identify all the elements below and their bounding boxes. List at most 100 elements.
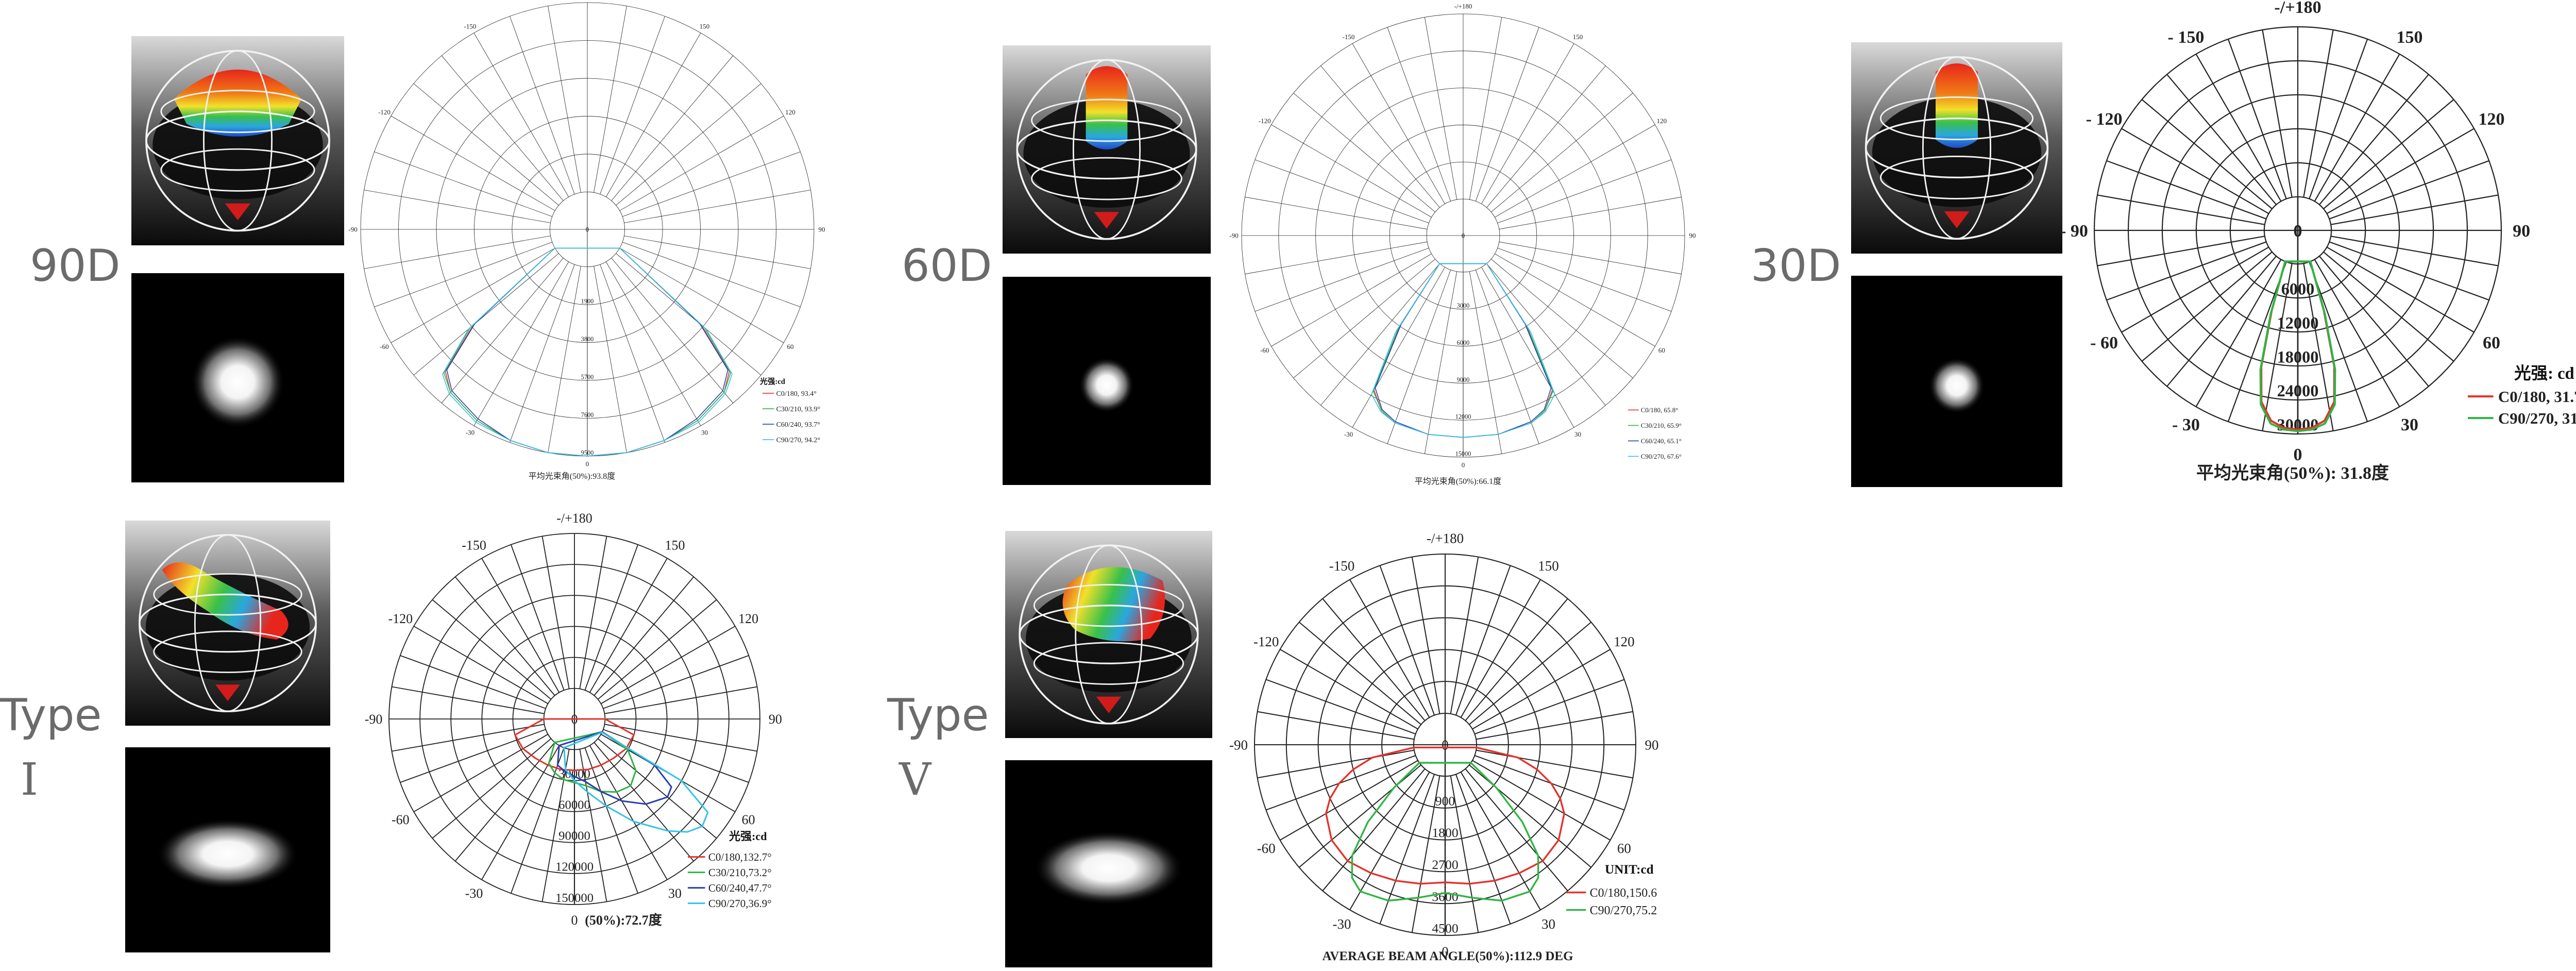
grid-spoke — [2097, 236, 2265, 266]
angle-tick-label: -30 — [466, 429, 474, 437]
radial-tick-label: 1800 — [1432, 825, 1458, 840]
legend-label: C30/210, 65.9° — [1641, 422, 1682, 429]
sphere-icon — [131, 36, 344, 245]
angle-tick-label: 90 — [1689, 232, 1696, 240]
angle-tick-label: 0 — [586, 460, 589, 468]
angle-tick-label: 60 — [1658, 346, 1665, 354]
light-spot-icon — [131, 273, 344, 482]
grid-spoke — [2309, 39, 2368, 199]
polar-plot-svg: -/+180 150 120 90 60 30 0 - 30 - 60 - 90 - 120 - 15… — [2060, 0, 2576, 464]
light-spot-icon — [125, 747, 330, 952]
angle-tick-label: -150 — [1343, 33, 1355, 41]
grid-spoke — [604, 724, 757, 752]
angle-tick-label: - 150 — [2168, 28, 2205, 47]
angle-tick-label: 90 — [2513, 222, 2530, 241]
grid-spoke — [2195, 54, 2282, 202]
intensity-sphere-thumbnail — [1005, 531, 1212, 738]
grid-spoke — [1424, 271, 1458, 454]
grid-spoke — [391, 115, 555, 211]
radial-tick-label: 3600 — [1432, 889, 1458, 904]
sphere-icon — [1003, 45, 1211, 254]
panel-sublabel-type-i: I — [21, 754, 38, 806]
angle-tick-label: 60 — [1617, 841, 1631, 856]
polar-chart-30d: -/+180 150 120 90 60 30 0 - 30 - 60 - 90 - 120 - 15… — [2060, 0, 2576, 464]
series-line — [563, 731, 709, 833]
grid-spoke — [441, 258, 564, 404]
radial-tick-label: 18000 — [2277, 347, 2319, 366]
polar-plot-svg: -/+1801501209060300-30-60-90-120-1500190… — [348, 2, 825, 468]
grid-spoke — [1352, 43, 1445, 204]
radial-tick-label: 150000 — [555, 891, 594, 905]
grid-spoke — [1450, 775, 1479, 933]
grid-spoke — [579, 749, 607, 902]
grid-spoke — [1322, 768, 1426, 892]
grid-spoke — [619, 247, 784, 343]
grid-spoke — [624, 190, 811, 223]
grid-spoke — [1469, 17, 1502, 200]
radial-tick-label: 9500 — [581, 449, 594, 456]
unit-label: 光强:cd — [728, 830, 767, 843]
grid-spoke — [2326, 128, 2475, 214]
grid-spoke — [2303, 263, 2334, 431]
radial-tick-label: 3000 — [1457, 302, 1470, 309]
grid-spoke — [1352, 267, 1445, 428]
angle-tick-label: -/+180 — [2274, 0, 2321, 17]
angle-tick-label: 150 — [700, 23, 710, 30]
grid-spoke — [1271, 254, 1432, 347]
radial-tick-label: 5700 — [581, 373, 594, 380]
grid-spoke — [584, 747, 638, 894]
grid-spoke — [2097, 194, 2265, 225]
grid-spoke — [600, 626, 736, 705]
grid-spoke — [400, 729, 546, 783]
angle-tick-label: 30 — [701, 429, 708, 437]
grid-spoke — [1481, 267, 1574, 428]
angle-tick-label: -/+180 — [1454, 3, 1472, 10]
grid-spoke — [603, 729, 749, 783]
grid-spoke — [2319, 74, 2429, 205]
angle-tick-label: -150 — [464, 23, 477, 30]
angle-tick-label: 120 — [1657, 117, 1667, 125]
grid-spoke — [454, 576, 555, 696]
unit-label: 光强: cd — [2514, 364, 2574, 383]
grid-spoke — [2326, 246, 2475, 333]
grid-spoke — [364, 190, 551, 223]
grid-spoke — [1481, 43, 1574, 204]
unit-label: 光强:cd — [759, 377, 785, 386]
grid-spoke — [2323, 99, 2454, 209]
grid-spoke — [594, 576, 694, 696]
angle-tick-label: 120 — [738, 611, 758, 626]
radial-tick-label: 2700 — [1432, 857, 1458, 872]
grid-spoke — [1460, 772, 1541, 910]
grid-spoke — [1497, 247, 1672, 312]
angle-tick-label: 0 — [1462, 461, 1465, 469]
angle-tick-label: -60 — [392, 812, 410, 827]
grid-spoke — [1320, 65, 1440, 208]
intensity-sphere-thumbnail — [1851, 42, 2062, 254]
light-spot-thumbnail — [1003, 277, 1211, 485]
grid-spoke — [589, 745, 668, 880]
polar-plot-svg: -/+1801501209060300-30-60-90-120-1500300… — [365, 511, 782, 928]
grid-spoke — [597, 738, 717, 839]
angle-tick-label: 90 — [769, 712, 782, 727]
series-line — [1371, 263, 1555, 438]
grid-spoke — [600, 264, 665, 443]
legend-label: C30/210,73.2° — [708, 866, 772, 879]
grid-spoke — [1280, 760, 1418, 841]
grid-spoke — [374, 242, 552, 307]
light-spot-icon — [1003, 277, 1211, 485]
angle-tick-label: 30 — [668, 886, 682, 901]
grid-spoke — [1491, 93, 1633, 212]
grid-spoke — [454, 742, 555, 862]
grid-spoke — [1293, 93, 1435, 212]
angle-tick-label: 120 — [785, 108, 795, 116]
grid-spoke — [2329, 241, 2489, 301]
polar-grid — [1241, 13, 1685, 458]
grid-spoke — [2314, 259, 2400, 407]
angle-tick-label: -90 — [1229, 737, 1248, 752]
intensity-sphere-thumbnail — [125, 521, 330, 726]
angle-tick-label: -60 — [1260, 346, 1269, 354]
grid-spoke — [1499, 241, 1682, 275]
grid-spoke — [1298, 622, 1421, 725]
grid-spoke — [413, 733, 549, 812]
angle-tick-label: 30 — [1541, 916, 1555, 932]
